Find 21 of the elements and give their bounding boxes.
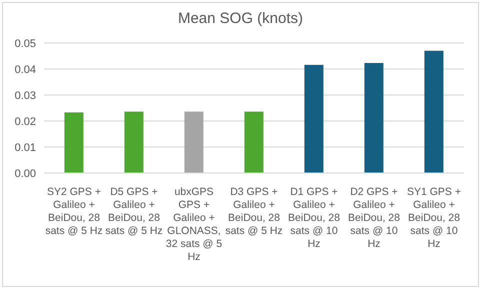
x-tick-label: D2 GPS + Galileo + BeiDou, 28 sats @ 10 Hz [348, 186, 400, 250]
y-tick-label: 0.03 [14, 90, 36, 102]
x-tick-label: D5 GPS + Galileo + BeiDou, 28 sats @ 5 Hz [105, 186, 163, 237]
bar [244, 112, 264, 173]
bar [424, 50, 444, 173]
x-tick-label: SY1 GPS + Galileo + BeiDou, 28 sats @ 10 Hz [407, 186, 461, 250]
y-tick-label: 0.01 [14, 142, 36, 154]
bar [304, 64, 324, 173]
chart-title: Mean SOG (knots) [176, 10, 304, 27]
y-tick-label: 0.04 [14, 64, 36, 76]
bar [364, 63, 384, 173]
y-tick-label: 0.05 [14, 38, 36, 50]
y-tick-label: 0.02 [14, 116, 36, 128]
bar [184, 112, 204, 173]
y-tick-label: 0.00 [14, 168, 36, 180]
x-tick-label: SY2 GPS + Galileo + BeiDou, 28 sats @ 5 Hz [45, 186, 103, 237]
x-tick-label: D3 GPS + Galileo + BeiDou, 28 sats @ 5 Hz [225, 186, 283, 237]
x-tick-label: D1 GPS + Galileo + BeiDou, 28 sats @ 10 Hz [288, 186, 340, 250]
bar [124, 112, 144, 173]
x-tick-label: ubxGPS GPS + Galileo + GLONASS, 32 sats @ 5 Hz [166, 186, 222, 263]
bar [64, 112, 84, 173]
